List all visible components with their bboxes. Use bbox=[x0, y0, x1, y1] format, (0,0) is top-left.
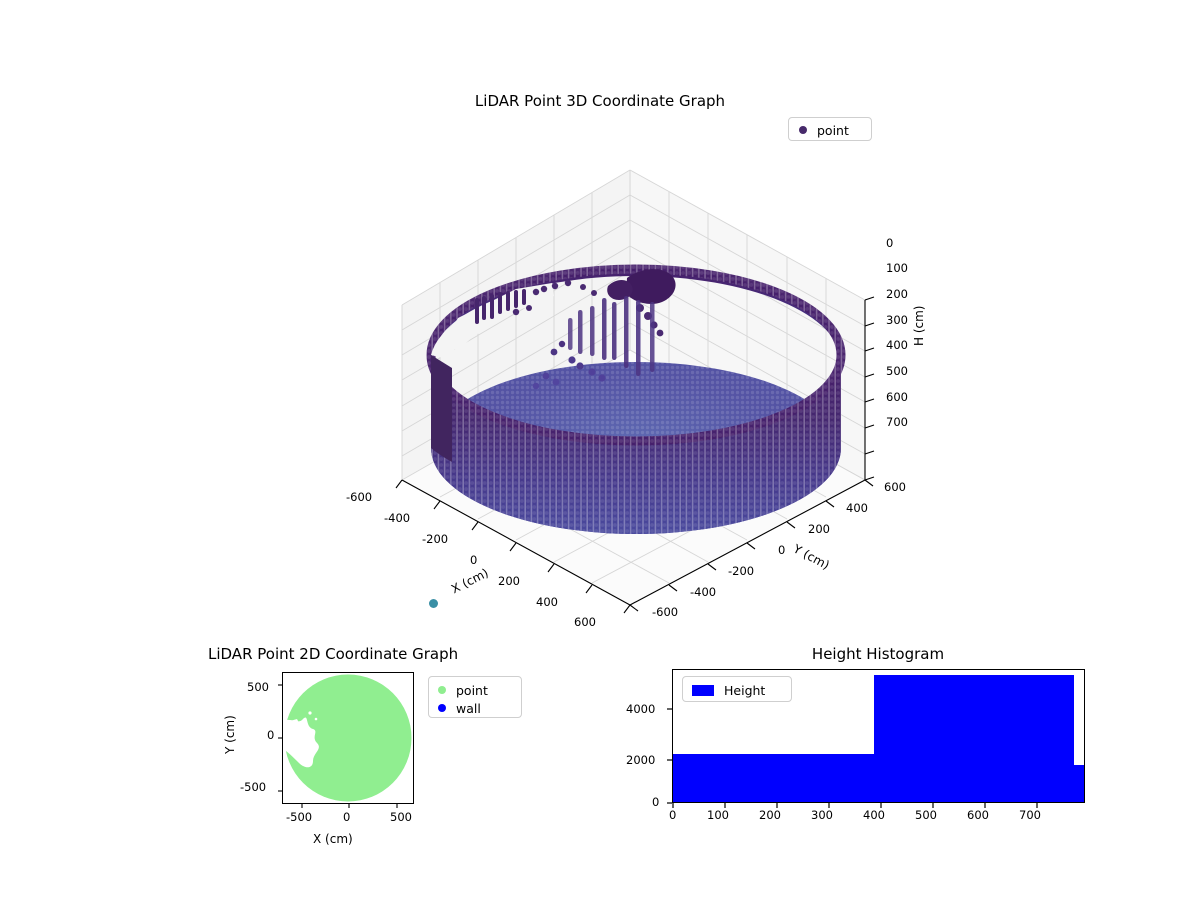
y-tick--200: -200 bbox=[728, 564, 755, 578]
plot2d-x-tick-0: 0 bbox=[343, 810, 351, 824]
z-axis-ticks bbox=[864, 296, 875, 481]
x-tick--200: -200 bbox=[422, 532, 449, 546]
height-histogram-panel: Height Histogram 0 2000 4000 0 100 200 3… bbox=[600, 636, 1200, 900]
z-tick-700: 700 bbox=[886, 415, 908, 429]
y-tick-200: 200 bbox=[808, 522, 830, 536]
histogram-y-tick-2000: 2000 bbox=[626, 753, 656, 767]
plot2d-y-axis-label: Y (cm) bbox=[223, 715, 237, 754]
legend-item-point[interactable]: point bbox=[799, 121, 861, 139]
plot3d-canvas bbox=[395, 169, 875, 614]
histogram-bar-1 bbox=[874, 674, 1074, 802]
histogram-x-tick-200: 200 bbox=[759, 808, 781, 822]
legend-label-point: point bbox=[817, 122, 849, 138]
lidar-2d-panel: LiDAR Point 2D Coordinate Graph 500 0 -5… bbox=[0, 636, 600, 900]
x-axis-ticks bbox=[395, 479, 631, 614]
lidar-3d-panel: LiDAR Point 3D Coordinate Graph point bbox=[0, 60, 1200, 630]
notch-cutout bbox=[283, 711, 319, 768]
plot3d-axes[interactable]: 0 100 200 300 400 500 600 700 H (cm) -60… bbox=[340, 150, 926, 629]
histogram-x-tick-300: 300 bbox=[811, 808, 833, 822]
interior-points bbox=[475, 269, 676, 390]
point-marker-icon bbox=[438, 686, 446, 694]
histogram-bar-2 bbox=[1074, 764, 1084, 802]
histogram-x-tick-600: 600 bbox=[967, 808, 989, 822]
y-tick-600: 600 bbox=[884, 480, 906, 494]
histogram-legend[interactable]: Height bbox=[682, 676, 792, 702]
plot2d-title: LiDAR Point 2D Coordinate Graph bbox=[208, 645, 459, 663]
z-tick-400: 400 bbox=[886, 338, 908, 352]
y-tick--400: -400 bbox=[690, 585, 717, 599]
legend-label-wall: wall bbox=[456, 700, 481, 716]
y-tick--600: -600 bbox=[652, 605, 679, 619]
z-tick-200: 200 bbox=[886, 287, 908, 301]
histogram-x-tick-100: 100 bbox=[707, 808, 729, 822]
plot2d-x-axis-label: X (cm) bbox=[313, 832, 353, 846]
x-tick--400: -400 bbox=[384, 511, 411, 525]
y-axis-ticks bbox=[629, 479, 874, 612]
x-tick--600: -600 bbox=[346, 490, 373, 504]
plot2d-axes[interactable] bbox=[282, 672, 414, 804]
plot2d-x-tick-500: 500 bbox=[390, 810, 412, 824]
plot2d-y-tick-500: 500 bbox=[247, 680, 269, 694]
histogram-bar-0 bbox=[673, 753, 874, 802]
z-tick-300: 300 bbox=[886, 313, 908, 327]
axis-spines bbox=[401, 300, 866, 606]
plot3d-title: LiDAR Point 3D Coordinate Graph bbox=[474, 92, 726, 110]
z-tick-100: 100 bbox=[886, 261, 908, 275]
legend-label-height: Height bbox=[724, 682, 766, 698]
height-swatch-icon bbox=[692, 684, 714, 696]
z-tick-500: 500 bbox=[886, 364, 908, 378]
x-tick-0: 0 bbox=[470, 553, 478, 567]
legend-label-point: point bbox=[456, 682, 488, 698]
plot3d-legend[interactable]: point bbox=[788, 117, 872, 141]
legend-item-height[interactable]: Height bbox=[692, 681, 782, 699]
histogram-y-tick-4000: 4000 bbox=[626, 702, 656, 716]
x-tick-600: 600 bbox=[574, 615, 596, 629]
histogram-x-tick-400: 400 bbox=[863, 808, 885, 822]
legend-item-wall[interactable]: wall bbox=[438, 699, 512, 717]
plot2d-legend[interactable]: point wall bbox=[428, 676, 522, 718]
histogram-title: Height Histogram bbox=[811, 645, 945, 663]
wall-marker-icon bbox=[438, 704, 446, 712]
histogram-x-tick-700: 700 bbox=[1019, 808, 1041, 822]
histogram-y-tick-0: 0 bbox=[652, 795, 660, 809]
z-tick-0: 0 bbox=[886, 236, 894, 250]
plot2d-y-tick--500: -500 bbox=[240, 780, 267, 794]
outlier-point-marker bbox=[429, 599, 438, 608]
y-tick-400: 400 bbox=[846, 501, 868, 515]
plot2d-y-tick-0: 0 bbox=[267, 728, 275, 742]
z-tick-600: 600 bbox=[886, 390, 908, 404]
x-tick-200: 200 bbox=[498, 574, 520, 588]
histogram-x-tick-500: 500 bbox=[915, 808, 937, 822]
x-tick-400: 400 bbox=[536, 595, 558, 609]
legend-item-point[interactable]: point bbox=[438, 681, 512, 699]
plot2d-x-tick--500: -500 bbox=[286, 810, 313, 824]
z-axis-label: H (cm) bbox=[912, 305, 926, 347]
point-cloud-cylinder bbox=[426, 264, 846, 534]
histogram-x-tick-0: 0 bbox=[669, 808, 677, 822]
y-tick-0: 0 bbox=[778, 543, 786, 557]
point-marker-icon bbox=[799, 126, 807, 134]
